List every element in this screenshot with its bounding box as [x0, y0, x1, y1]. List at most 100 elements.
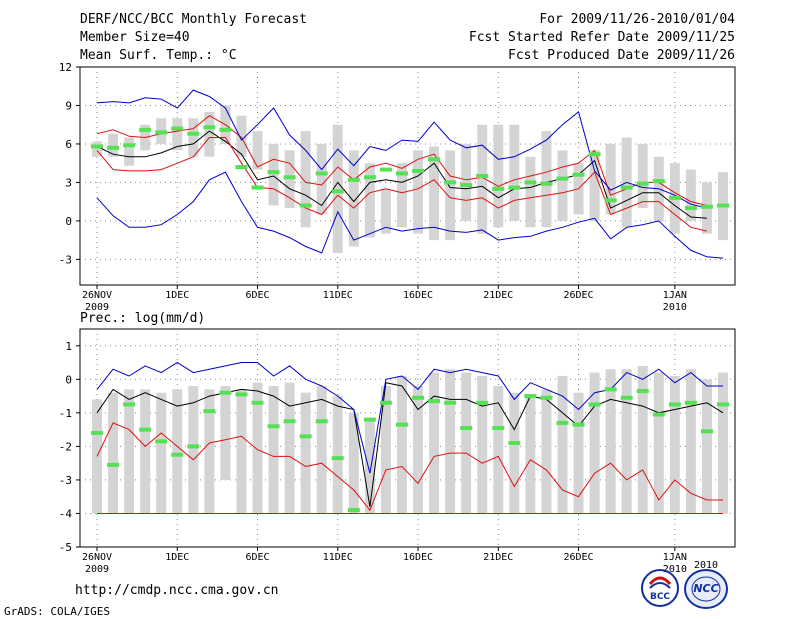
ncc-logo-icon: NCC 2010 — [683, 560, 729, 610]
ensemble-bar — [204, 389, 215, 514]
y-tick-label: -4 — [59, 507, 73, 520]
forecast-marker — [652, 179, 665, 184]
y-tick-label: -3 — [59, 253, 72, 266]
ensemble-bar — [156, 392, 167, 514]
forecast-marker — [540, 395, 553, 400]
y-tick-label: 9 — [65, 99, 72, 112]
precip-label: Prec.: log(mm/d) — [80, 311, 206, 326]
forecast-marker — [717, 402, 729, 407]
forecast-marker — [235, 165, 248, 170]
variable-label: Mean Surf. Temp.: °C — [80, 48, 237, 63]
ensemble-bar — [653, 372, 664, 514]
ensemble-bar — [300, 392, 311, 514]
y-tick-label: 1 — [65, 340, 72, 353]
forecast-marker — [460, 425, 473, 430]
ensemble-bar — [445, 150, 456, 241]
series-line-ensemble-mean — [96, 130, 707, 219]
forecast-marker — [107, 145, 120, 150]
y-tick-label: 3 — [65, 176, 72, 189]
x-tick-label: 2010 — [663, 302, 687, 313]
ensemble-bar — [108, 392, 119, 514]
forecast-period: For 2009/11/26-2010/01/04 — [539, 12, 735, 27]
forecast-marker — [412, 395, 425, 400]
forecast-marker — [347, 508, 360, 513]
forecast-marker — [299, 434, 312, 439]
ensemble-bar — [718, 372, 728, 514]
forecast-marker — [331, 189, 344, 194]
ensemble-bar — [413, 386, 424, 514]
ensemble-bar — [316, 143, 327, 215]
forecast-marker — [171, 126, 184, 131]
forecast-marker — [219, 390, 232, 395]
ensemble-bar — [509, 392, 520, 514]
x-tick-label: 26DEC — [563, 290, 593, 301]
series-line-ensemble-mean — [96, 382, 724, 507]
x-tick-label: 21DEC — [483, 290, 513, 301]
grads-credit: GrADS: COLA/IGES — [4, 605, 110, 618]
ensemble-bar — [252, 131, 263, 170]
forecast-marker — [668, 195, 681, 200]
x-tick-label: 2009 — [85, 302, 109, 313]
x-tick-label: 21DEC — [483, 552, 513, 563]
y-tick-label: 0 — [65, 373, 72, 386]
ensemble-bar — [92, 141, 102, 157]
ensemble-bar — [525, 156, 536, 228]
ensemble-bar — [637, 365, 648, 514]
ensemble-bar — [332, 124, 343, 253]
ensemble-bar — [380, 386, 391, 514]
forecast-marker — [219, 127, 232, 132]
ensemble-bar — [605, 143, 616, 215]
ensemble-bar — [669, 375, 680, 514]
series-line-max — [96, 361, 723, 474]
ensemble-bar — [557, 150, 568, 221]
y-tick-label: -3 — [59, 474, 72, 487]
forecast-marker — [588, 402, 601, 407]
forecast-marker — [187, 131, 200, 136]
y-tick-label: -2 — [59, 440, 72, 453]
ensemble-bar — [589, 150, 600, 221]
y-tick-label: -5 — [59, 541, 72, 554]
forecast-marker — [363, 175, 376, 180]
forecast-marker — [524, 180, 537, 185]
forecast-marker — [155, 130, 168, 135]
ensemble-bar — [445, 369, 456, 514]
y-tick-label: 12 — [59, 61, 72, 74]
forecast-marker — [476, 174, 489, 178]
ensemble-bar — [348, 412, 359, 514]
forecast-marker — [588, 152, 601, 157]
ensemble-bar — [188, 118, 199, 157]
forecast-marker — [684, 400, 697, 405]
member-size: Member Size=40 — [80, 30, 190, 45]
ensemble-bar — [396, 163, 407, 228]
y-tick-label: 0 — [65, 215, 72, 228]
ensemble-bar — [509, 124, 520, 221]
source-url[interactable]: http://cmdp.ncc.cma.gov.cn — [75, 583, 279, 598]
series-line-min — [96, 171, 724, 259]
forecast-marker — [508, 185, 521, 190]
forecast-marker — [492, 425, 505, 430]
ensemble-bar — [140, 389, 151, 514]
ensemble-bar — [589, 372, 600, 514]
ensemble-bar — [364, 419, 375, 514]
ensemble-bar — [685, 169, 696, 221]
ensemble-bar — [685, 369, 696, 514]
ensemble-bar — [204, 111, 215, 157]
forecast-marker — [283, 175, 296, 180]
x-tick-label: 2009 — [85, 564, 109, 575]
ensemble-bar — [701, 379, 712, 514]
x-tick-label: 1DEC — [165, 290, 189, 301]
ensemble-bar — [429, 372, 440, 514]
ensemble-bar — [429, 146, 440, 241]
ensemble-bar — [477, 124, 488, 234]
ensemble-bar — [348, 150, 359, 247]
forecast-marker — [700, 429, 713, 434]
ensemble-bar — [236, 389, 247, 514]
forecast-marker — [123, 402, 136, 407]
ensemble-bar — [284, 382, 295, 514]
ensemble-bar — [637, 143, 648, 209]
ensemble-bar — [92, 399, 102, 514]
forecast-marker — [460, 182, 473, 187]
produced-date: Fcst Produced Date 2009/11/26 — [508, 48, 735, 63]
ensemble-bar — [124, 389, 135, 514]
ensemble-bar — [477, 375, 488, 514]
